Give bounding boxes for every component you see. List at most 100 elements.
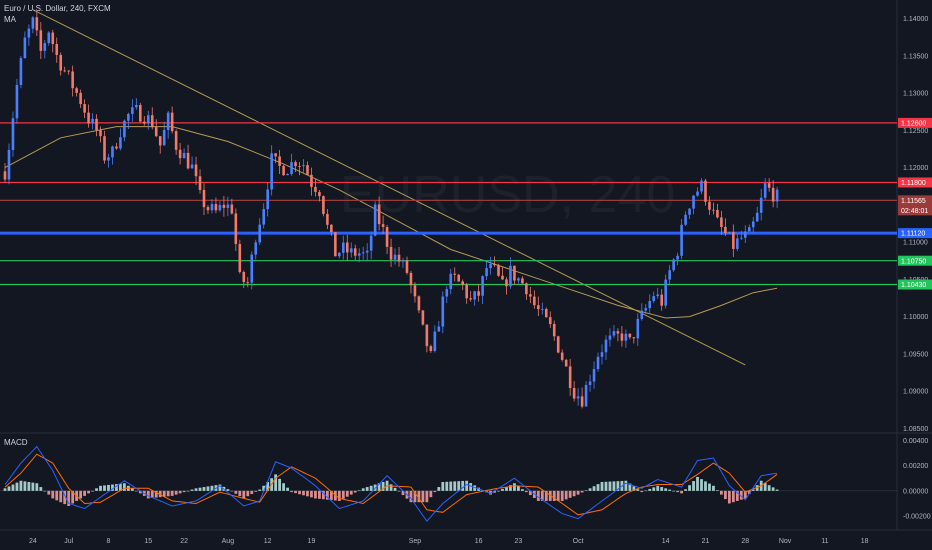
price-tag-resistance — [898, 177, 932, 188]
macd-hist-bar-up — [202, 487, 206, 491]
time-axis[interactable]: 24 Jul 8 15 22 Aug 12 19 Sep 16 23 Oct 14 21 28 Nov 11 18 — [29, 538, 869, 545]
macd-hist-bar-down — [254, 490, 258, 492]
candle-down — [453, 273, 457, 275]
candle-down — [274, 153, 277, 157]
macd-hist-bar-up — [692, 481, 695, 491]
macd-hist-bar-up — [588, 488, 592, 491]
descending-trendline[interactable] — [32, 9, 746, 366]
macd-hist-bar-up — [656, 485, 660, 491]
macd-hist-bar-down — [238, 490, 242, 497]
macd-hist-bar-up — [95, 488, 98, 491]
candle-down — [724, 227, 727, 234]
macd-hist-bar-down — [310, 490, 313, 498]
candle-up — [369, 235, 373, 251]
trendline-group[interactable] — [32, 9, 746, 366]
candle-up — [365, 250, 369, 253]
macd-hist-bar-up — [473, 485, 477, 491]
candle-down — [99, 130, 102, 137]
macd-hist-bar-down — [429, 490, 433, 498]
candle-up — [258, 224, 262, 243]
candle-up — [600, 352, 604, 357]
grid — [0, 0, 932, 531]
candle-down — [708, 201, 711, 210]
candle-down — [425, 324, 429, 347]
macd-hist-bar-up — [91, 490, 94, 492]
macd-hist-bar-up — [198, 487, 202, 491]
macd-hist-bar-up — [449, 481, 453, 491]
candle-down — [67, 70, 70, 72]
candle-up — [119, 137, 122, 149]
macd-hist-bar-up — [389, 484, 393, 491]
macd-hist-bar-up — [437, 487, 441, 491]
macd-hist-bar-up — [509, 485, 512, 491]
candle-up — [302, 165, 305, 167]
candle-down — [39, 30, 43, 51]
candle-down — [525, 283, 528, 295]
candle-up — [664, 279, 667, 306]
candle-down — [170, 112, 174, 132]
candle-up — [127, 113, 130, 121]
macd-hist-bar-up — [194, 488, 198, 491]
price-tick-label: 1.09500 — [903, 351, 928, 358]
candle-up — [338, 252, 341, 257]
macd-hist-bar-down — [349, 490, 353, 495]
price-tag-label: 1.10430 — [901, 282, 926, 289]
macd-hist-bar-up — [11, 484, 15, 491]
candle-down — [202, 189, 206, 208]
candle-down — [150, 115, 154, 128]
candle-down — [306, 165, 309, 175]
candle-up — [290, 162, 293, 175]
macd-hist-bar-up — [19, 480, 23, 491]
macd-hist-bar-up — [377, 483, 381, 491]
macd-hist-bar-down — [417, 490, 421, 503]
macd-hist-bar-down — [572, 490, 576, 497]
candle-down — [87, 112, 90, 124]
candle-up — [131, 107, 134, 114]
time-tick-label: 12 — [264, 538, 272, 545]
candle-down — [242, 272, 246, 283]
macd-hist-bar-up — [775, 489, 779, 491]
macd-hist-bar-down — [59, 490, 63, 503]
candle-down — [461, 281, 464, 285]
macd-hist-bar-up — [393, 487, 397, 491]
macd-hist-bar-up — [457, 481, 461, 491]
macd-hist-bar-down — [242, 490, 246, 499]
candle-down — [628, 333, 632, 338]
candle-up — [111, 146, 114, 158]
macd-hist-bar-up — [278, 478, 282, 491]
candle-down — [552, 324, 556, 337]
price-axis[interactable]: 1.14000 1.13500 1.13000 1.12500 1.12000 1.115… — [903, 16, 931, 520]
candle-down — [318, 191, 321, 197]
macd-hist-bar-up — [600, 482, 604, 491]
macd-hist-bar-up — [608, 481, 612, 491]
macd-hist-bar-up — [672, 490, 676, 492]
macd-hist-bar-up — [465, 480, 469, 491]
candle-down — [103, 136, 106, 161]
macd-hist-bar-up — [664, 488, 668, 491]
macd-hist-bar-down — [55, 490, 59, 501]
macd-hist-bar-up — [266, 482, 270, 491]
macd-hist-bar-up — [206, 486, 210, 491]
candle-up — [541, 308, 544, 310]
price-tick-label: 1.08500 — [903, 426, 928, 433]
candle-up — [373, 204, 377, 236]
macd-hist-bar-up — [218, 484, 222, 491]
macd-hist-bar-down — [564, 490, 568, 500]
candle-down — [326, 213, 329, 225]
macd-hist-bar-up — [226, 489, 230, 491]
macd-hist-bar-up — [712, 485, 715, 491]
candle-down — [178, 149, 182, 159]
macd-hist-bar-up — [696, 476, 699, 491]
candle-down — [537, 305, 540, 310]
candle-down — [51, 32, 55, 44]
candle-up — [759, 197, 763, 213]
macd-hist-bar-up — [628, 483, 632, 491]
macd-hist-bar-up — [716, 490, 719, 491]
macd-hist-bar-down — [337, 490, 341, 501]
macd-hist-bar-up — [23, 481, 27, 491]
price-tick-label: 1.12500 — [903, 128, 928, 135]
macd-hist-bar-down — [723, 490, 727, 500]
candle-down — [521, 278, 524, 284]
candle-down — [620, 333, 624, 341]
